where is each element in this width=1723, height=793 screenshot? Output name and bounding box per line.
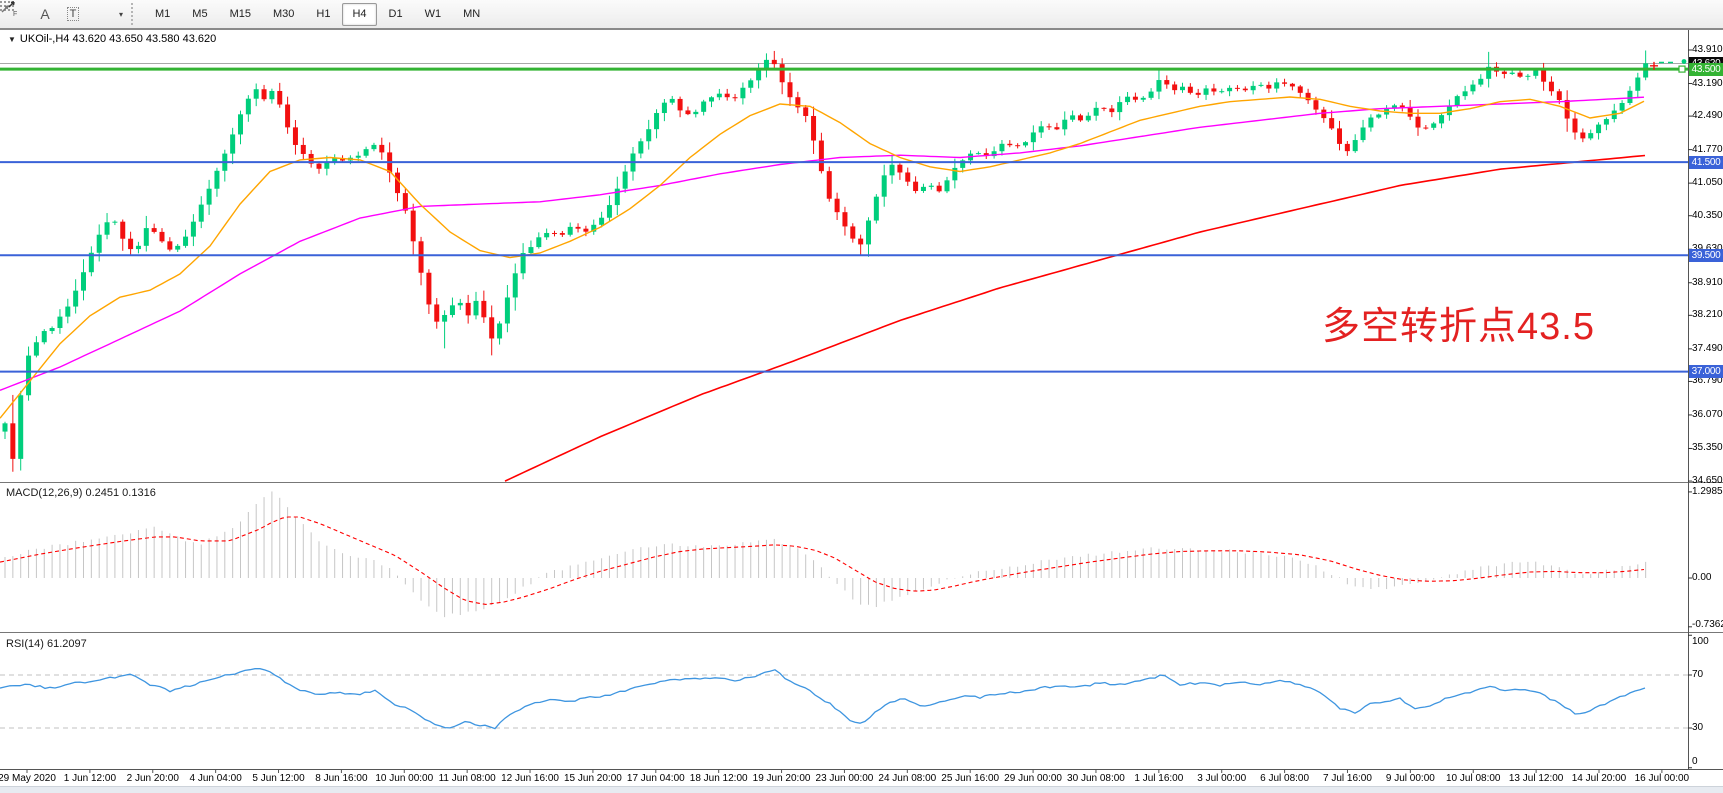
timeframe-M5[interactable]: M5 <box>192 8 208 20</box>
timeframe-M30[interactable]: M30 <box>272 8 295 20</box>
bottom-scroll-strip[interactable] <box>0 786 1723 793</box>
chart-title[interactable]: ▼ UKOil-,H4 43.620 43.650 43.580 43.620 <box>8 33 216 45</box>
timeframe-D1[interactable]: D1 <box>388 8 403 20</box>
svg-text:F: F <box>13 11 17 16</box>
date-axis-label: 8 Jun 16:00 <box>315 773 368 784</box>
text-label-icon[interactable]: T <box>59 2 87 27</box>
boxed-t-glyph: T <box>66 7 80 21</box>
macd-axis-tick: 0.00 <box>1692 572 1712 583</box>
timeframe-H1[interactable]: H1 <box>316 8 331 20</box>
rsi-axis-tick: 30 <box>1692 722 1704 733</box>
date-axis-label: 3 Jul 00:00 <box>1197 773 1247 784</box>
date-axis-label: 14 Jul 20:00 <box>1571 773 1627 784</box>
date-axis-label: 10 Jun 00:00 <box>375 773 434 784</box>
toolbar-separator <box>131 3 140 25</box>
date-axis-label: 7 Jul 16:00 <box>1323 773 1372 784</box>
macd-indicator-label: MACD(12,26,9) 0.2451 0.1316 <box>6 487 156 499</box>
macd-axis-tick: 1.2985 <box>1692 486 1723 497</box>
price-axis-tick: 43.910 <box>1692 44 1723 55</box>
hline-price-label[interactable]: 43.500 <box>1689 62 1723 76</box>
price-axis-tick: 38.210 <box>1692 309 1723 321</box>
hline-price-label[interactable]: 37.000 <box>1689 365 1723 379</box>
timeframe-M15[interactable]: M15 <box>229 8 251 20</box>
timeframe-H4[interactable]: H4 <box>342 2 377 26</box>
timeframe-M1[interactable]: M1 <box>155 8 171 20</box>
rsi-axis-tick: 0 <box>1692 756 1698 767</box>
price-axis-tick: 38.910 <box>1692 276 1723 288</box>
drawing-tools-dropdown-icon[interactable]: ▾ <box>118 9 123 19</box>
price-axis-tick: 43.190 <box>1692 77 1723 89</box>
chart-annotation-text[interactable]: 多空转折点43.5 <box>1322 306 1595 348</box>
rsi-axis-tick: 70 <box>1692 669 1704 680</box>
date-axis-label: 9 Jul 00:00 <box>1385 773 1435 784</box>
date-axis-label: 13 Jul 12:00 <box>1508 773 1564 784</box>
date-axis-label: 25 Jun 16:00 <box>941 773 1000 784</box>
date-axis-label: 16 Jul 00:00 <box>1634 773 1690 784</box>
date-axis-label: 2 Jun 20:00 <box>126 773 179 784</box>
timeframe-W1[interactable]: W1 <box>424 8 442 20</box>
price-axis-tick: 40.350 <box>1692 209 1723 221</box>
timeframe-switcher: M1 M5 M15 M30 H1 H4 D1 W1 MN <box>144 2 491 26</box>
price-axis-tick: 41.770 <box>1692 143 1723 155</box>
hline-price-label[interactable]: 41.500 <box>1689 155 1723 169</box>
date-axis-label: 5 Jun 12:00 <box>252 773 305 784</box>
hline-price-label[interactable]: 39.500 <box>1689 248 1723 262</box>
rsi-axis-tick: 100 <box>1692 636 1709 647</box>
arrows-icon-glyph <box>1 1 15 13</box>
text-annotation-icon[interactable]: A <box>40 6 50 22</box>
date-axis-label: 1 Jun 12:00 <box>63 773 117 784</box>
date-axis-label: 18 Jun 12:00 <box>689 773 748 784</box>
date-axis-label: 24 Jun 08:00 <box>878 773 937 784</box>
date-axis-label: 30 Jun 08:00 <box>1067 773 1125 784</box>
price-axis-tick: 35.350 <box>1692 442 1723 454</box>
price-axis-tick: 37.490 <box>1692 342 1723 354</box>
toolbar: F A T ▾ M1 M5 M15 M30 H1 H4 D1 W1 MN <box>0 0 1723 29</box>
date-axis-label: 29 May 2020 <box>0 773 56 784</box>
price-axis-tick: 42.490 <box>1692 110 1723 122</box>
date-axis-label: 12 Jun 16:00 <box>501 773 559 784</box>
rsi-indicator-label: RSI(14) 61.2097 <box>6 638 87 650</box>
timeframe-MN[interactable]: MN <box>463 8 481 20</box>
price-axis-tick: 41.050 <box>1692 177 1723 189</box>
date-axis-label: 23 Jun 00:00 <box>815 773 874 784</box>
date-axis-label: 10 Jul 08:00 <box>1445 773 1501 784</box>
price-axis-tick: 36.070 <box>1692 408 1723 420</box>
date-axis-label: 17 Jun 04:00 <box>626 773 685 784</box>
date-axis-label: 29 Jun 00:00 <box>1004 773 1062 784</box>
price-axis-tick: 36.790 <box>1692 375 1723 387</box>
date-axis-label: 4 Jun 04:00 <box>189 773 242 784</box>
chart-title-text: UKOil-,H4 43.620 43.650 43.580 43.620 <box>19 33 217 45</box>
date-axis-label: 15 Jun 20:00 <box>563 773 622 784</box>
date-axis-label: 19 Jun 20:00 <box>752 773 811 784</box>
chart-dropdown-icon[interactable]: ▼ <box>8 35 16 44</box>
macd-axis-tick: -0.7362 <box>1692 619 1723 630</box>
price-axis-tick: 34.650 <box>1692 475 1723 487</box>
hline-drag-handle <box>1678 65 1686 73</box>
drawing-tools-icon[interactable] <box>1 1 115 27</box>
date-axis-label: 1 Jul 16:00 <box>1134 773 1184 784</box>
date-axis-label: 6 Jul 08:00 <box>1260 773 1310 784</box>
date-axis-label: 11 Jun 08:00 <box>438 773 496 784</box>
price-axis-tick: 39.630 <box>1692 243 1723 255</box>
